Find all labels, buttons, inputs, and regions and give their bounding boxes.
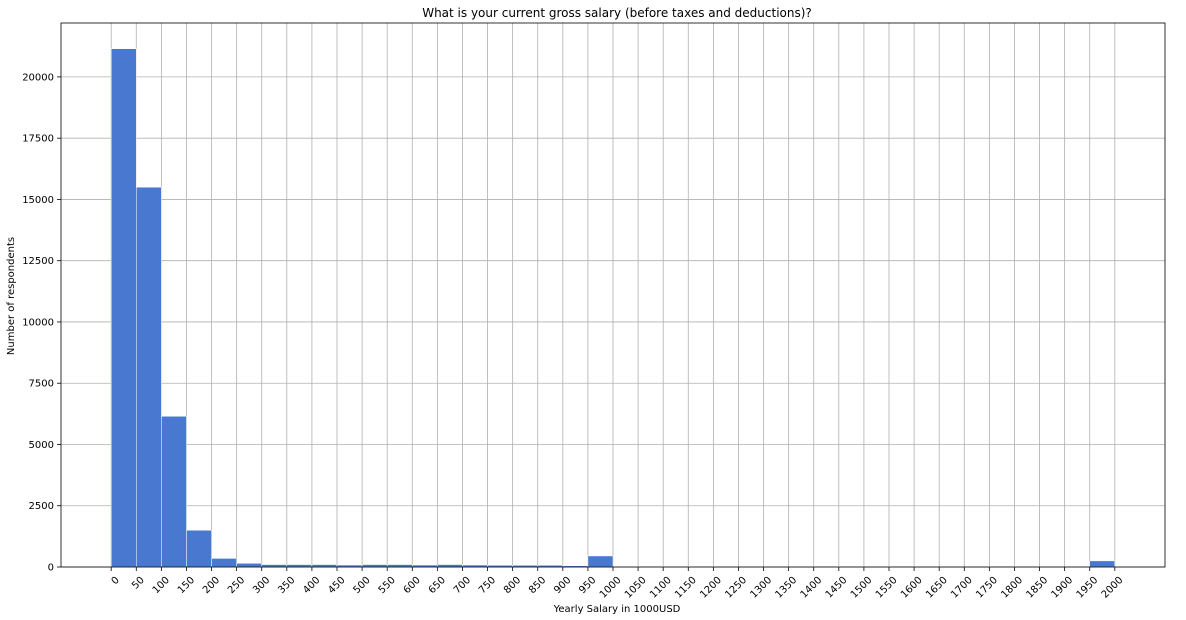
histogram-bar (110, 48, 137, 568)
y-tick-label: 15000 (22, 195, 54, 206)
x-tick-label: 150 (176, 575, 197, 596)
x-tick-label: 2000 (1100, 575, 1126, 601)
x-tick-label: 1000 (598, 575, 624, 601)
chart-title: What is your current gross salary (befor… (422, 6, 812, 20)
x-tick-label: 1600 (899, 575, 925, 601)
x-axis-label: Yearly Salary in 1000USD (553, 604, 681, 615)
x-tick-label: 1200 (698, 575, 724, 601)
x-tick-label: 1800 (999, 575, 1025, 601)
histogram-bar (236, 563, 262, 568)
plot-frame (60, 22, 1166, 568)
y-tick-label: 5000 (29, 440, 54, 451)
y-tick-label: 12500 (22, 256, 54, 267)
x-tick-label: 1500 (849, 575, 875, 601)
x-tick-label: 300 (251, 575, 272, 596)
y-tick-label: 20000 (22, 72, 54, 83)
x-tick-label: 1150 (673, 575, 699, 601)
x-tick-label: 1300 (748, 575, 774, 601)
x-tick-label: 1900 (1050, 575, 1076, 601)
y-axis-label: Number of respondents (6, 237, 17, 355)
histogram-bars (110, 48, 1116, 568)
x-tick-label: 1550 (874, 575, 900, 601)
x-tick-label: 500 (351, 575, 372, 596)
x-tick-label: 1950 (1075, 575, 1101, 601)
y-tick-label: 2500 (29, 501, 54, 512)
x-tick-label: 1750 (974, 575, 1000, 601)
axes (57, 22, 1166, 571)
x-tick-label: 0 (110, 575, 122, 587)
x-tick-labels: 0 50 100 150 200 250 300 350 400 450 500 550 600 650 7… (110, 575, 1126, 601)
x-tick-label: 750 (477, 575, 498, 596)
x-tick-label: 250 (226, 575, 247, 596)
x-tick-label: 1050 (623, 575, 649, 601)
histogram-bar (186, 529, 212, 568)
x-tick-label: 350 (276, 575, 297, 596)
x-tick-label: 100 (151, 575, 172, 596)
x-tick-label: 400 (301, 575, 322, 596)
x-tick-label: 1100 (648, 575, 674, 601)
x-tick-label: 850 (527, 575, 548, 596)
histogram-bar (1089, 560, 1116, 568)
x-tick-label: 650 (427, 575, 448, 596)
x-tick-label: 1450 (824, 575, 850, 601)
x-tick-label: 1650 (924, 575, 950, 601)
x-tick-label: 50 (130, 575, 147, 592)
y-tick-labels: 0 2500 5000 7500 10000 12500 15000 17500 20000 (22, 72, 54, 573)
histogram-bar (587, 555, 614, 568)
grid-lines (61, 23, 1165, 568)
x-tick-label: 1850 (1024, 575, 1050, 601)
x-tick-label: 800 (502, 575, 523, 596)
y-tick-label: 7500 (29, 379, 54, 390)
x-tick-label: 200 (201, 575, 222, 596)
y-tick-label: 17500 (22, 134, 54, 145)
x-tick-label: 700 (452, 575, 473, 596)
x-tick-label: 900 (552, 575, 573, 596)
x-tick-label: 1700 (949, 575, 975, 601)
x-tick-label: 450 (326, 575, 347, 596)
y-tick-label: 10000 (22, 317, 54, 328)
histogram-bar (211, 558, 237, 568)
x-tick-label: 950 (577, 575, 598, 596)
x-tick-label: 1350 (774, 575, 800, 601)
x-tick-label: 550 (377, 575, 398, 596)
x-tick-label: 600 (402, 575, 423, 596)
y-tick-label: 0 (48, 563, 54, 574)
histogram-bar (136, 186, 162, 568)
x-tick-label: 1250 (723, 575, 749, 601)
x-tick-label: 1400 (799, 575, 825, 601)
histogram-bar (161, 416, 187, 568)
